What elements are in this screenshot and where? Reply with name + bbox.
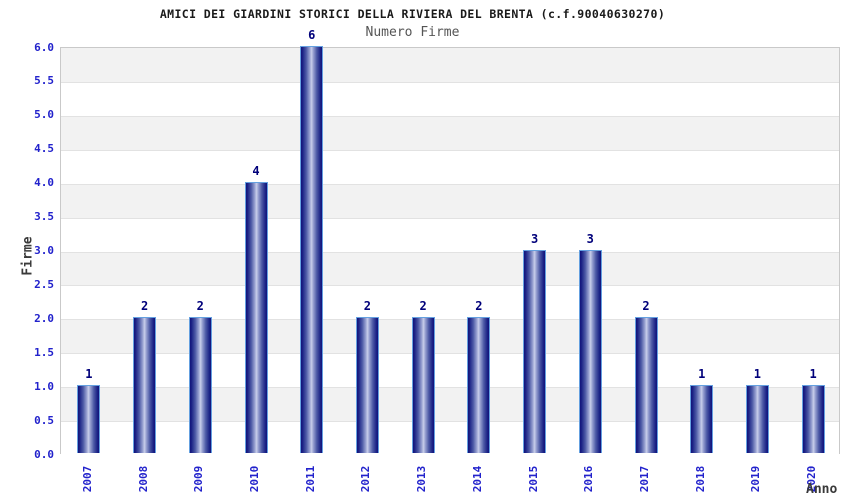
plot-band	[61, 115, 839, 150]
plot-band	[61, 81, 839, 116]
gridline	[61, 387, 839, 389]
chart-subtitle: Numero Firme	[365, 25, 460, 40]
bar-value-label: 3	[586, 231, 594, 246]
x-tick-label: 2013	[415, 465, 429, 493]
plot-band	[61, 421, 839, 455]
bar-2016	[578, 249, 602, 453]
x-tick-label: 2009	[192, 465, 206, 493]
plot-band	[61, 353, 839, 388]
gridline	[61, 183, 839, 185]
y-tick-label: 3.0	[34, 244, 54, 257]
bar-2013	[411, 317, 435, 453]
gridline	[61, 251, 839, 253]
bar-2014	[467, 317, 491, 453]
bar-value-label: 1	[753, 367, 762, 382]
bar-2020	[801, 385, 825, 453]
gridline	[61, 319, 839, 321]
x-tick-label: 2008	[136, 465, 150, 493]
gridline	[61, 217, 839, 219]
x-tick-label: 2016	[582, 465, 596, 493]
bar-2018	[690, 385, 714, 453]
gridline	[61, 81, 839, 83]
y-tick-label: 5.5	[34, 74, 54, 88]
bar-value-label: 1	[85, 367, 93, 382]
bar-value-label: 1	[809, 367, 817, 382]
plot-area: 1 2 2 4 6 2 2 2 3 3 2 1 1 1	[60, 29, 840, 455]
x-axis-title: Anno	[806, 482, 838, 497]
y-tick-label: 1.0	[34, 379, 54, 393]
gridline	[61, 149, 839, 151]
plot-band	[61, 48, 839, 82]
y-tick-label: 4.0	[34, 176, 54, 190]
bar-2015	[523, 249, 547, 453]
y-tick-label: 2.5	[34, 277, 54, 291]
bar-value-label: 2	[419, 299, 427, 314]
gridline	[61, 115, 839, 117]
bar-2008	[133, 317, 157, 453]
x-tick-label: 2012	[359, 465, 373, 493]
bar-value-label: 4	[252, 163, 260, 178]
plot-band	[61, 251, 839, 286]
x-tick-label: 2015	[526, 465, 540, 493]
x-tick-label: 2007	[80, 465, 94, 493]
x-tick-label: 2018	[693, 465, 707, 493]
bar-2017	[634, 317, 658, 453]
plot-band	[61, 319, 839, 354]
bar-value-label: 2	[196, 299, 204, 314]
bar-value-label: 2	[140, 299, 149, 314]
bar-value-label: 2	[642, 299, 650, 314]
y-tick-label: 5.0	[34, 108, 54, 122]
bar-2011	[300, 46, 324, 453]
x-tick-label: 2014	[470, 465, 484, 493]
y-tick-label: 0.0	[34, 447, 54, 461]
bar-value-label: 3	[530, 231, 539, 246]
y-tick-label: 1.5	[34, 345, 54, 359]
y-tick-label: 0.5	[34, 413, 54, 427]
chart-title: AMICI DEI GIARDINI STORICI DELLA RIVIERA…	[159, 7, 666, 21]
plot-band	[61, 183, 839, 218]
y-tick-label: 4.5	[34, 142, 54, 156]
gridline	[61, 421, 839, 423]
plot-band	[61, 285, 839, 320]
bar-value-label: 2	[363, 299, 372, 314]
gridline	[61, 353, 839, 355]
plot-band	[61, 217, 839, 252]
bar-2010	[244, 181, 268, 453]
x-tick-label: 2017	[638, 465, 651, 493]
bar-value-label: 6	[308, 28, 316, 42]
bar-value-label: 2	[475, 299, 483, 314]
y-tick-label: 3.5	[34, 210, 54, 224]
plot-band	[61, 149, 839, 184]
bar-2009	[188, 317, 212, 453]
x-tick-label: 2019	[749, 465, 763, 493]
y-tick-label: 2.0	[34, 311, 54, 325]
bar-value-label: 1	[698, 367, 706, 382]
bar-2019	[745, 385, 769, 453]
x-tick-label: 2010	[248, 465, 261, 493]
x-tick-label: 2011	[303, 465, 317, 493]
y-tick-label: 6.0	[34, 40, 54, 54]
gridline	[61, 285, 839, 287]
plot-band	[61, 387, 839, 422]
bar-2012	[355, 317, 379, 453]
bar-2007	[77, 385, 101, 453]
